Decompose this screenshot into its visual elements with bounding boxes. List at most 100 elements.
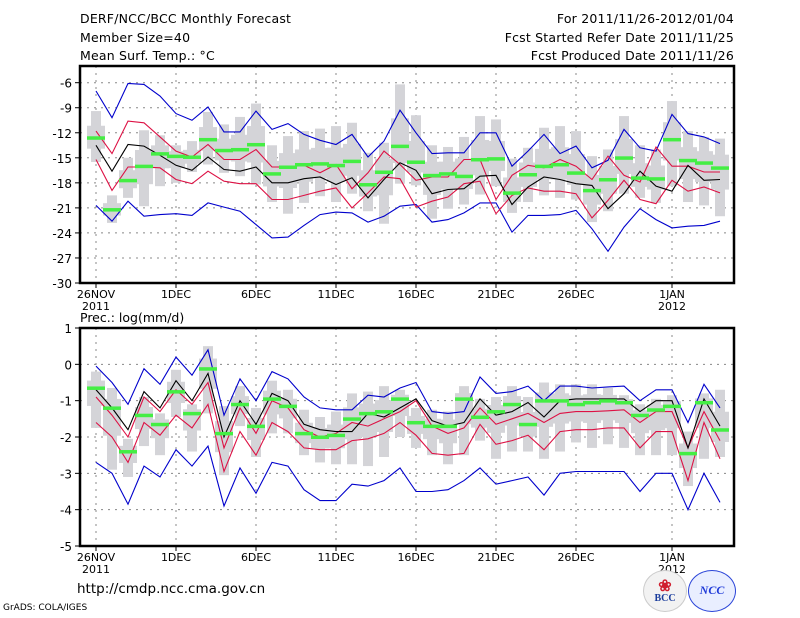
ensemble-iqr-box [679, 443, 697, 469]
ensemble-mean-marker [231, 402, 249, 407]
ensemble-mean-marker [167, 390, 185, 394]
ensemble-mean-marker [583, 400, 601, 405]
x-tick-label: 11DEC [317, 288, 354, 301]
ensemble-iqr-box [279, 153, 297, 189]
ensemble-mean-marker [695, 400, 713, 405]
ensemble-iqr-box [151, 145, 169, 169]
ensemble-mean-marker [439, 424, 457, 429]
ensemble-mean-marker [471, 415, 489, 420]
ensemble-mean-marker [375, 170, 393, 174]
y-tick-label: -27 [52, 252, 72, 266]
bcc-swirl-icon: ❀ [658, 578, 672, 595]
ensemble-mean-marker [311, 435, 329, 439]
x-tick-label: 21DEC [477, 551, 514, 564]
y-tick-label: -3 [60, 467, 72, 481]
ensemble-iqr-box [679, 147, 697, 180]
y-tick-label: -18 [52, 177, 72, 191]
ensemble-mean-marker [183, 155, 201, 159]
y-tick-label: -21 [52, 202, 72, 216]
ncc-logo: NCC [688, 570, 736, 612]
ensemble-mean-marker [535, 164, 553, 169]
ensemble-mean-marker [423, 173, 441, 178]
max-line [95, 82, 721, 169]
x-tick-label: 26NOV [77, 288, 116, 301]
ensemble-mean-marker [103, 208, 121, 212]
ensemble-mean-marker [391, 144, 409, 149]
ensemble-iqr-box [631, 163, 649, 187]
ensemble-mean-marker [615, 400, 633, 405]
ensemble-mean-marker [343, 159, 361, 164]
ensemble-iqr-box [119, 445, 137, 463]
ensemble-mean-marker [711, 166, 729, 170]
ensemble-iqr-box [407, 415, 425, 434]
ensemble-mean-marker [711, 428, 729, 432]
ensemble-mean-marker [631, 413, 649, 418]
ensemble-mean-marker [519, 173, 537, 177]
ensemble-mean-marker [247, 424, 265, 429]
x-tick-year-label: 2011 [82, 300, 110, 313]
ensemble-iqr-box [263, 390, 281, 415]
ensemble-mean-marker [615, 156, 633, 160]
ensemble-mean-marker [167, 154, 185, 159]
ensemble-iqr-box [423, 418, 441, 440]
median-line [95, 143, 721, 210]
ensemble-iqr-box [535, 148, 553, 180]
forecast-period: For 2011/11/26-2012/01/04 [556, 11, 734, 26]
x-tick-label: 16DEC [397, 551, 434, 564]
ensemble-mean-marker [647, 177, 665, 181]
x-tick-year-label: 2012 [658, 300, 686, 313]
ensemble-mean-marker [263, 397, 281, 401]
ensemble-iqr-box [567, 395, 585, 422]
ensemble-mean-marker [487, 157, 505, 161]
ensemble-iqr-box [615, 399, 633, 423]
ensemble-mean-marker [215, 431, 233, 436]
ensemble-mean-marker [135, 413, 153, 418]
ensemble-mean-marker [279, 404, 297, 409]
x-tick-label: 1JAN [659, 288, 685, 301]
ensemble-mean-marker [311, 162, 329, 166]
y-tick-label: -12 [52, 127, 72, 141]
x-tick-label: 26DEC [557, 551, 594, 564]
median-line [95, 371, 721, 450]
lower-quartile-line [95, 159, 721, 219]
ensemble-mean-marker [679, 158, 697, 163]
ensemble-iqr-box [455, 158, 473, 189]
upper-quartile-line [95, 381, 721, 450]
forecast-produced-date: Fcst Produced Date 2011/11/26 [530, 48, 734, 63]
ensemble-mean-marker [375, 410, 393, 414]
max-line [95, 348, 721, 424]
ensemble-mean-marker [663, 137, 681, 142]
ensemble-iqr-box [535, 392, 553, 427]
ensemble-iqr-box [343, 407, 361, 440]
y-tick-label: -6 [60, 77, 72, 91]
ensemble-mean-marker [519, 422, 537, 427]
x-tick-label: 21DEC [477, 288, 514, 301]
ensemble-mean-marker [103, 406, 121, 410]
lower-quartile-line [95, 402, 721, 483]
source-url[interactable]: http://cmdp.ncc.cma.gov.cn [77, 581, 266, 597]
ensemble-mean-marker [215, 148, 233, 153]
x-tick-label: 1DEC [161, 288, 191, 301]
ensemble-mean-marker [647, 408, 665, 412]
ensemble-mean-marker [471, 157, 489, 162]
ensemble-mean-marker [119, 450, 137, 454]
ensemble-mean-marker [263, 172, 281, 176]
x-tick-label: 11DEC [317, 551, 354, 564]
grads-credit: GrADS: COLA/IGES [3, 603, 88, 613]
x-tick-year-label: 2011 [82, 563, 110, 576]
ensemble-mean-marker [119, 178, 137, 183]
forecast-title: DERF/NCC/BCC Monthly Forecast [80, 11, 292, 26]
y-tick-label: -15 [52, 152, 72, 166]
ensemble-mean-marker [567, 402, 585, 407]
ensemble-mean-marker [631, 176, 649, 180]
variable-label: Mean Surf. Temp.: °C [80, 48, 215, 63]
y-tick-label: -24 [52, 227, 72, 241]
ensemble-mean-marker [535, 399, 553, 403]
x-tick-label: 6DEC [241, 288, 271, 301]
ensemble-mean-marker [327, 163, 345, 168]
ensemble-mean-marker [455, 174, 473, 179]
y-tick-label: -5 [60, 540, 72, 554]
ensemble-mean-marker [407, 160, 425, 164]
upper-quartile-line [95, 120, 720, 201]
